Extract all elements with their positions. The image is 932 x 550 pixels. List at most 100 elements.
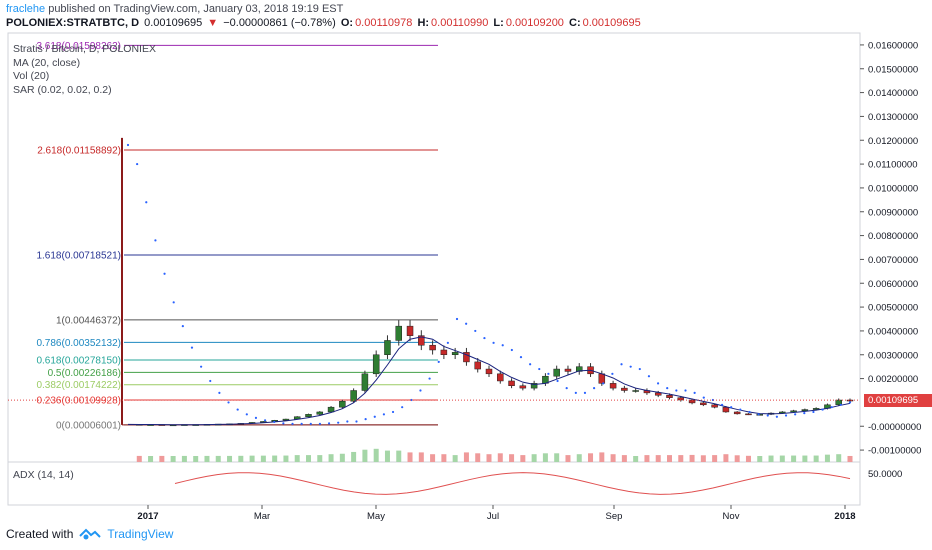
y-tick-label: 0.00600000 bbox=[868, 279, 918, 290]
volume-bar bbox=[734, 455, 740, 462]
close-label: C: bbox=[569, 17, 581, 29]
sar-dot bbox=[830, 406, 833, 409]
volume-bar bbox=[351, 451, 357, 462]
sar-dot bbox=[638, 367, 641, 371]
legend-ma[interactable]: MA (20, close) bbox=[13, 56, 81, 69]
sar-dot bbox=[401, 406, 404, 409]
volume-bar bbox=[621, 455, 627, 462]
volume-bar bbox=[588, 453, 594, 462]
volume-bar bbox=[678, 455, 684, 462]
fib-level-label: 0.236(0.00109928) bbox=[36, 396, 121, 407]
volume-bar bbox=[148, 456, 154, 462]
author-link[interactable]: fraclehe bbox=[6, 3, 46, 15]
legend-vol[interactable]: Vol (20) bbox=[13, 70, 50, 82]
volume-bar bbox=[170, 456, 176, 462]
volume-bar bbox=[689, 454, 695, 462]
volume-bar bbox=[317, 455, 323, 462]
sar-dot bbox=[821, 408, 824, 411]
volume-bar bbox=[260, 455, 266, 462]
sar-dot bbox=[263, 419, 267, 422]
low-label: L: bbox=[493, 17, 504, 29]
volume-bar bbox=[238, 455, 244, 462]
x-tick-label: 2018 bbox=[834, 511, 855, 522]
y-tick-label: 0.01100000 bbox=[868, 160, 918, 171]
legend-adx[interactable]: ADX (14, 14) bbox=[13, 469, 74, 481]
sar-dot bbox=[136, 162, 139, 166]
sar-dot bbox=[501, 344, 504, 347]
volume-bar bbox=[463, 452, 469, 462]
candle-body bbox=[530, 383, 538, 389]
candle-body bbox=[429, 344, 436, 351]
sar-dot bbox=[666, 387, 669, 390]
x-tick-label: Sep bbox=[606, 511, 623, 522]
candle-body bbox=[576, 366, 583, 372]
sar-dot bbox=[373, 415, 376, 418]
open-label: O: bbox=[340, 17, 354, 29]
sar-dot bbox=[437, 360, 440, 363]
sar-dot bbox=[355, 420, 358, 423]
candle-body bbox=[846, 399, 854, 402]
candle-body bbox=[372, 354, 380, 375]
candle-body bbox=[474, 361, 481, 370]
volume-bar bbox=[802, 455, 808, 462]
sar-dot bbox=[812, 410, 815, 414]
sar-dot bbox=[538, 367, 541, 371]
volume-bar bbox=[272, 455, 278, 462]
volume-bar bbox=[633, 456, 639, 462]
sar-dot bbox=[593, 387, 596, 390]
sar-dot bbox=[739, 408, 742, 411]
volume-bar bbox=[497, 453, 503, 462]
candle-body bbox=[711, 404, 718, 408]
sar-dot bbox=[163, 272, 166, 275]
candle-body bbox=[756, 414, 763, 416]
candle-body bbox=[395, 325, 402, 341]
adx-line bbox=[174, 472, 851, 495]
candle-body bbox=[384, 340, 391, 356]
sar-dot bbox=[565, 387, 568, 390]
sar-dot bbox=[784, 414, 788, 417]
sar-dot bbox=[209, 379, 212, 383]
candle-body bbox=[406, 325, 414, 336]
candle-body bbox=[451, 352, 459, 356]
fib-level-label: 0.382(0.00174222) bbox=[36, 380, 121, 391]
sar-dot bbox=[282, 422, 285, 425]
volume-bar bbox=[136, 455, 142, 462]
open-value: 0.00110978 bbox=[355, 17, 413, 29]
legend-main-series[interactable]: Stratis / Bitcoin, D, POLONIEX bbox=[13, 43, 156, 55]
sar-dot bbox=[364, 418, 367, 421]
fib-level-label: 0.5(0.00226186) bbox=[48, 368, 121, 379]
volume-bar bbox=[565, 455, 571, 462]
volume-bar bbox=[339, 453, 345, 462]
sar-dot bbox=[794, 413, 797, 416]
sar-dot bbox=[556, 379, 559, 383]
candle-body bbox=[733, 411, 741, 415]
sar-dot bbox=[766, 414, 769, 417]
y-tick-label: -0.00100000 bbox=[868, 446, 921, 457]
x-tick-label: 2017 bbox=[137, 511, 158, 522]
x-tick-label: Mar bbox=[254, 511, 270, 522]
volume-bar bbox=[644, 455, 650, 462]
legend-sar[interactable]: SAR (0.02, 0.02, 0.2) bbox=[13, 83, 112, 96]
tradingview-brand-link[interactable]: TradingView bbox=[107, 527, 174, 541]
volume-bar bbox=[181, 455, 187, 462]
volume-bar bbox=[824, 454, 830, 462]
y-tick-label: 0.00200000 bbox=[868, 374, 918, 385]
volume-bar bbox=[655, 455, 661, 462]
volume-bar bbox=[723, 454, 729, 462]
volume-bar bbox=[396, 450, 402, 462]
sar-dot bbox=[620, 363, 623, 366]
volume-bar bbox=[509, 454, 515, 462]
volume-bar bbox=[610, 454, 616, 462]
down-arrow-icon: ▼ bbox=[207, 17, 219, 29]
sar-dot bbox=[218, 391, 221, 394]
x-tick-label: May bbox=[367, 511, 385, 522]
sar-dot bbox=[172, 301, 175, 304]
y-tick-label: 0.01200000 bbox=[868, 136, 918, 147]
sar-dot bbox=[730, 406, 733, 409]
candle-body bbox=[327, 406, 335, 413]
candle-body bbox=[519, 385, 527, 389]
sar-dot bbox=[327, 422, 331, 425]
volume-bar bbox=[712, 455, 718, 462]
volume-bar bbox=[542, 453, 548, 462]
